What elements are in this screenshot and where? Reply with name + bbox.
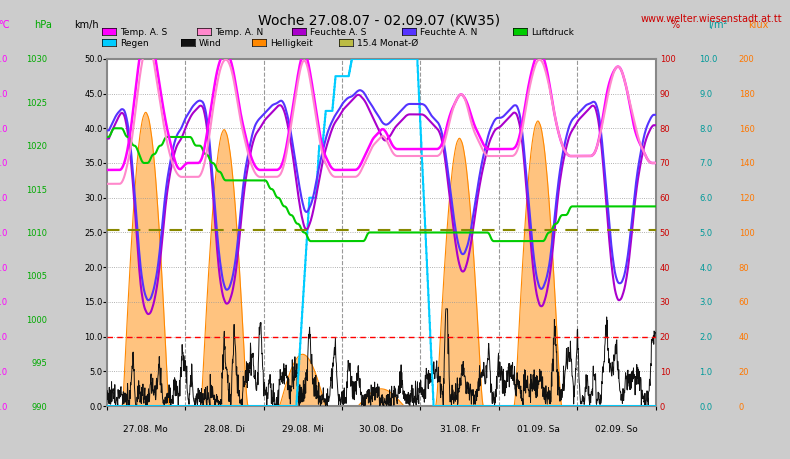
Text: 02.09. So: 02.09. So xyxy=(595,425,638,434)
Text: 1005: 1005 xyxy=(26,272,47,281)
Text: 45.0: 45.0 xyxy=(85,90,103,99)
Text: 6.0: 6.0 xyxy=(699,194,713,203)
Text: 40.0: 40.0 xyxy=(0,55,8,64)
Text: 5.0: 5.0 xyxy=(699,229,713,237)
Text: 50: 50 xyxy=(660,229,670,237)
Text: 180: 180 xyxy=(739,90,754,99)
Text: 40: 40 xyxy=(660,263,670,272)
Text: 990: 990 xyxy=(32,402,47,411)
Text: Helligkeit: Helligkeit xyxy=(270,39,313,48)
Text: 10.0: 10.0 xyxy=(85,332,103,341)
Text: klux: klux xyxy=(748,20,769,30)
Text: 31.08. Fr: 31.08. Fr xyxy=(440,425,480,434)
Text: 30: 30 xyxy=(660,298,670,307)
Text: 1015: 1015 xyxy=(26,185,47,194)
Text: 995: 995 xyxy=(32,358,47,367)
Text: -10.0: -10.0 xyxy=(0,402,8,411)
Text: 9.0: 9.0 xyxy=(699,90,713,99)
Text: 25.0: 25.0 xyxy=(0,159,8,168)
Text: 160: 160 xyxy=(739,124,754,134)
Text: 200: 200 xyxy=(739,55,754,64)
Text: Woche 27.08.07 - 02.09.07 (KW35): Woche 27.08.07 - 02.09.07 (KW35) xyxy=(258,14,500,28)
Text: 60: 60 xyxy=(660,194,670,203)
Text: 30.0: 30.0 xyxy=(85,194,103,203)
Text: 0: 0 xyxy=(739,402,744,411)
Text: 0: 0 xyxy=(660,402,665,411)
Text: 1025: 1025 xyxy=(26,99,47,107)
Text: 90: 90 xyxy=(660,90,670,99)
Text: 20: 20 xyxy=(660,332,670,341)
Text: Wind: Wind xyxy=(199,39,222,48)
Text: 30.08. Do: 30.08. Do xyxy=(359,425,403,434)
Text: 80: 80 xyxy=(660,124,670,134)
Text: 30.0: 30.0 xyxy=(0,124,8,134)
Text: -5.0: -5.0 xyxy=(0,367,8,376)
Text: 2.0: 2.0 xyxy=(699,332,713,341)
Text: 1020: 1020 xyxy=(26,142,47,151)
Text: Temp. A. S: Temp. A. S xyxy=(120,28,167,37)
Text: Feuchte A. N: Feuchte A. N xyxy=(420,28,478,37)
Text: 4.0: 4.0 xyxy=(699,263,713,272)
Text: 20: 20 xyxy=(739,367,749,376)
Text: 1030: 1030 xyxy=(26,55,47,64)
Text: 0.0: 0.0 xyxy=(699,402,713,411)
Text: 7.0: 7.0 xyxy=(699,159,713,168)
Text: km/h: km/h xyxy=(74,20,100,30)
Text: 80: 80 xyxy=(739,263,749,272)
Text: Temp. A. N: Temp. A. N xyxy=(215,28,263,37)
Text: 35.0: 35.0 xyxy=(0,90,8,99)
Text: 100: 100 xyxy=(660,55,675,64)
Text: 70: 70 xyxy=(660,159,670,168)
Text: l/m²: l/m² xyxy=(708,20,727,30)
Text: 100: 100 xyxy=(739,229,754,237)
Text: 15.0: 15.0 xyxy=(0,229,8,237)
Text: 0.0: 0.0 xyxy=(89,402,103,411)
Text: %: % xyxy=(671,20,680,30)
Text: 10.0: 10.0 xyxy=(699,55,717,64)
Text: 1010: 1010 xyxy=(26,229,47,237)
Text: 35.0: 35.0 xyxy=(85,159,103,168)
Text: 01.09. Sa: 01.09. Sa xyxy=(517,425,559,434)
Text: 25.0: 25.0 xyxy=(85,229,103,237)
Text: 1000: 1000 xyxy=(26,315,47,324)
Text: 20.0: 20.0 xyxy=(85,263,103,272)
Text: 10: 10 xyxy=(660,367,670,376)
Text: 1.0: 1.0 xyxy=(699,367,713,376)
Text: 10.0: 10.0 xyxy=(0,263,8,272)
Text: 15.4 Monat-Ø: 15.4 Monat-Ø xyxy=(357,39,419,48)
Text: 50.0: 50.0 xyxy=(85,55,103,64)
Text: 28.08. Di: 28.08. Di xyxy=(204,425,245,434)
Text: 27.08. Mo: 27.08. Mo xyxy=(123,425,168,434)
Text: 0.0: 0.0 xyxy=(0,332,8,341)
Text: Luftdruck: Luftdruck xyxy=(531,28,574,37)
Text: 60: 60 xyxy=(739,298,749,307)
Text: 40.0: 40.0 xyxy=(85,124,103,134)
Text: 40: 40 xyxy=(739,332,749,341)
Text: 3.0: 3.0 xyxy=(699,298,713,307)
Text: www.welter.wiesenstadt.at.tt: www.welter.wiesenstadt.at.tt xyxy=(641,14,782,24)
Text: 5.0: 5.0 xyxy=(89,367,103,376)
Text: 5.0: 5.0 xyxy=(0,298,8,307)
Text: 20.0: 20.0 xyxy=(0,194,8,203)
Text: 140: 140 xyxy=(739,159,754,168)
Text: hPa: hPa xyxy=(35,20,52,30)
Text: 120: 120 xyxy=(739,194,754,203)
Text: Feuchte A. S: Feuchte A. S xyxy=(310,28,366,37)
Text: °C: °C xyxy=(0,20,9,30)
Text: 15.0: 15.0 xyxy=(85,298,103,307)
Text: 8.0: 8.0 xyxy=(699,124,713,134)
Text: Regen: Regen xyxy=(120,39,149,48)
Text: 29.08. Mi: 29.08. Mi xyxy=(282,425,324,434)
